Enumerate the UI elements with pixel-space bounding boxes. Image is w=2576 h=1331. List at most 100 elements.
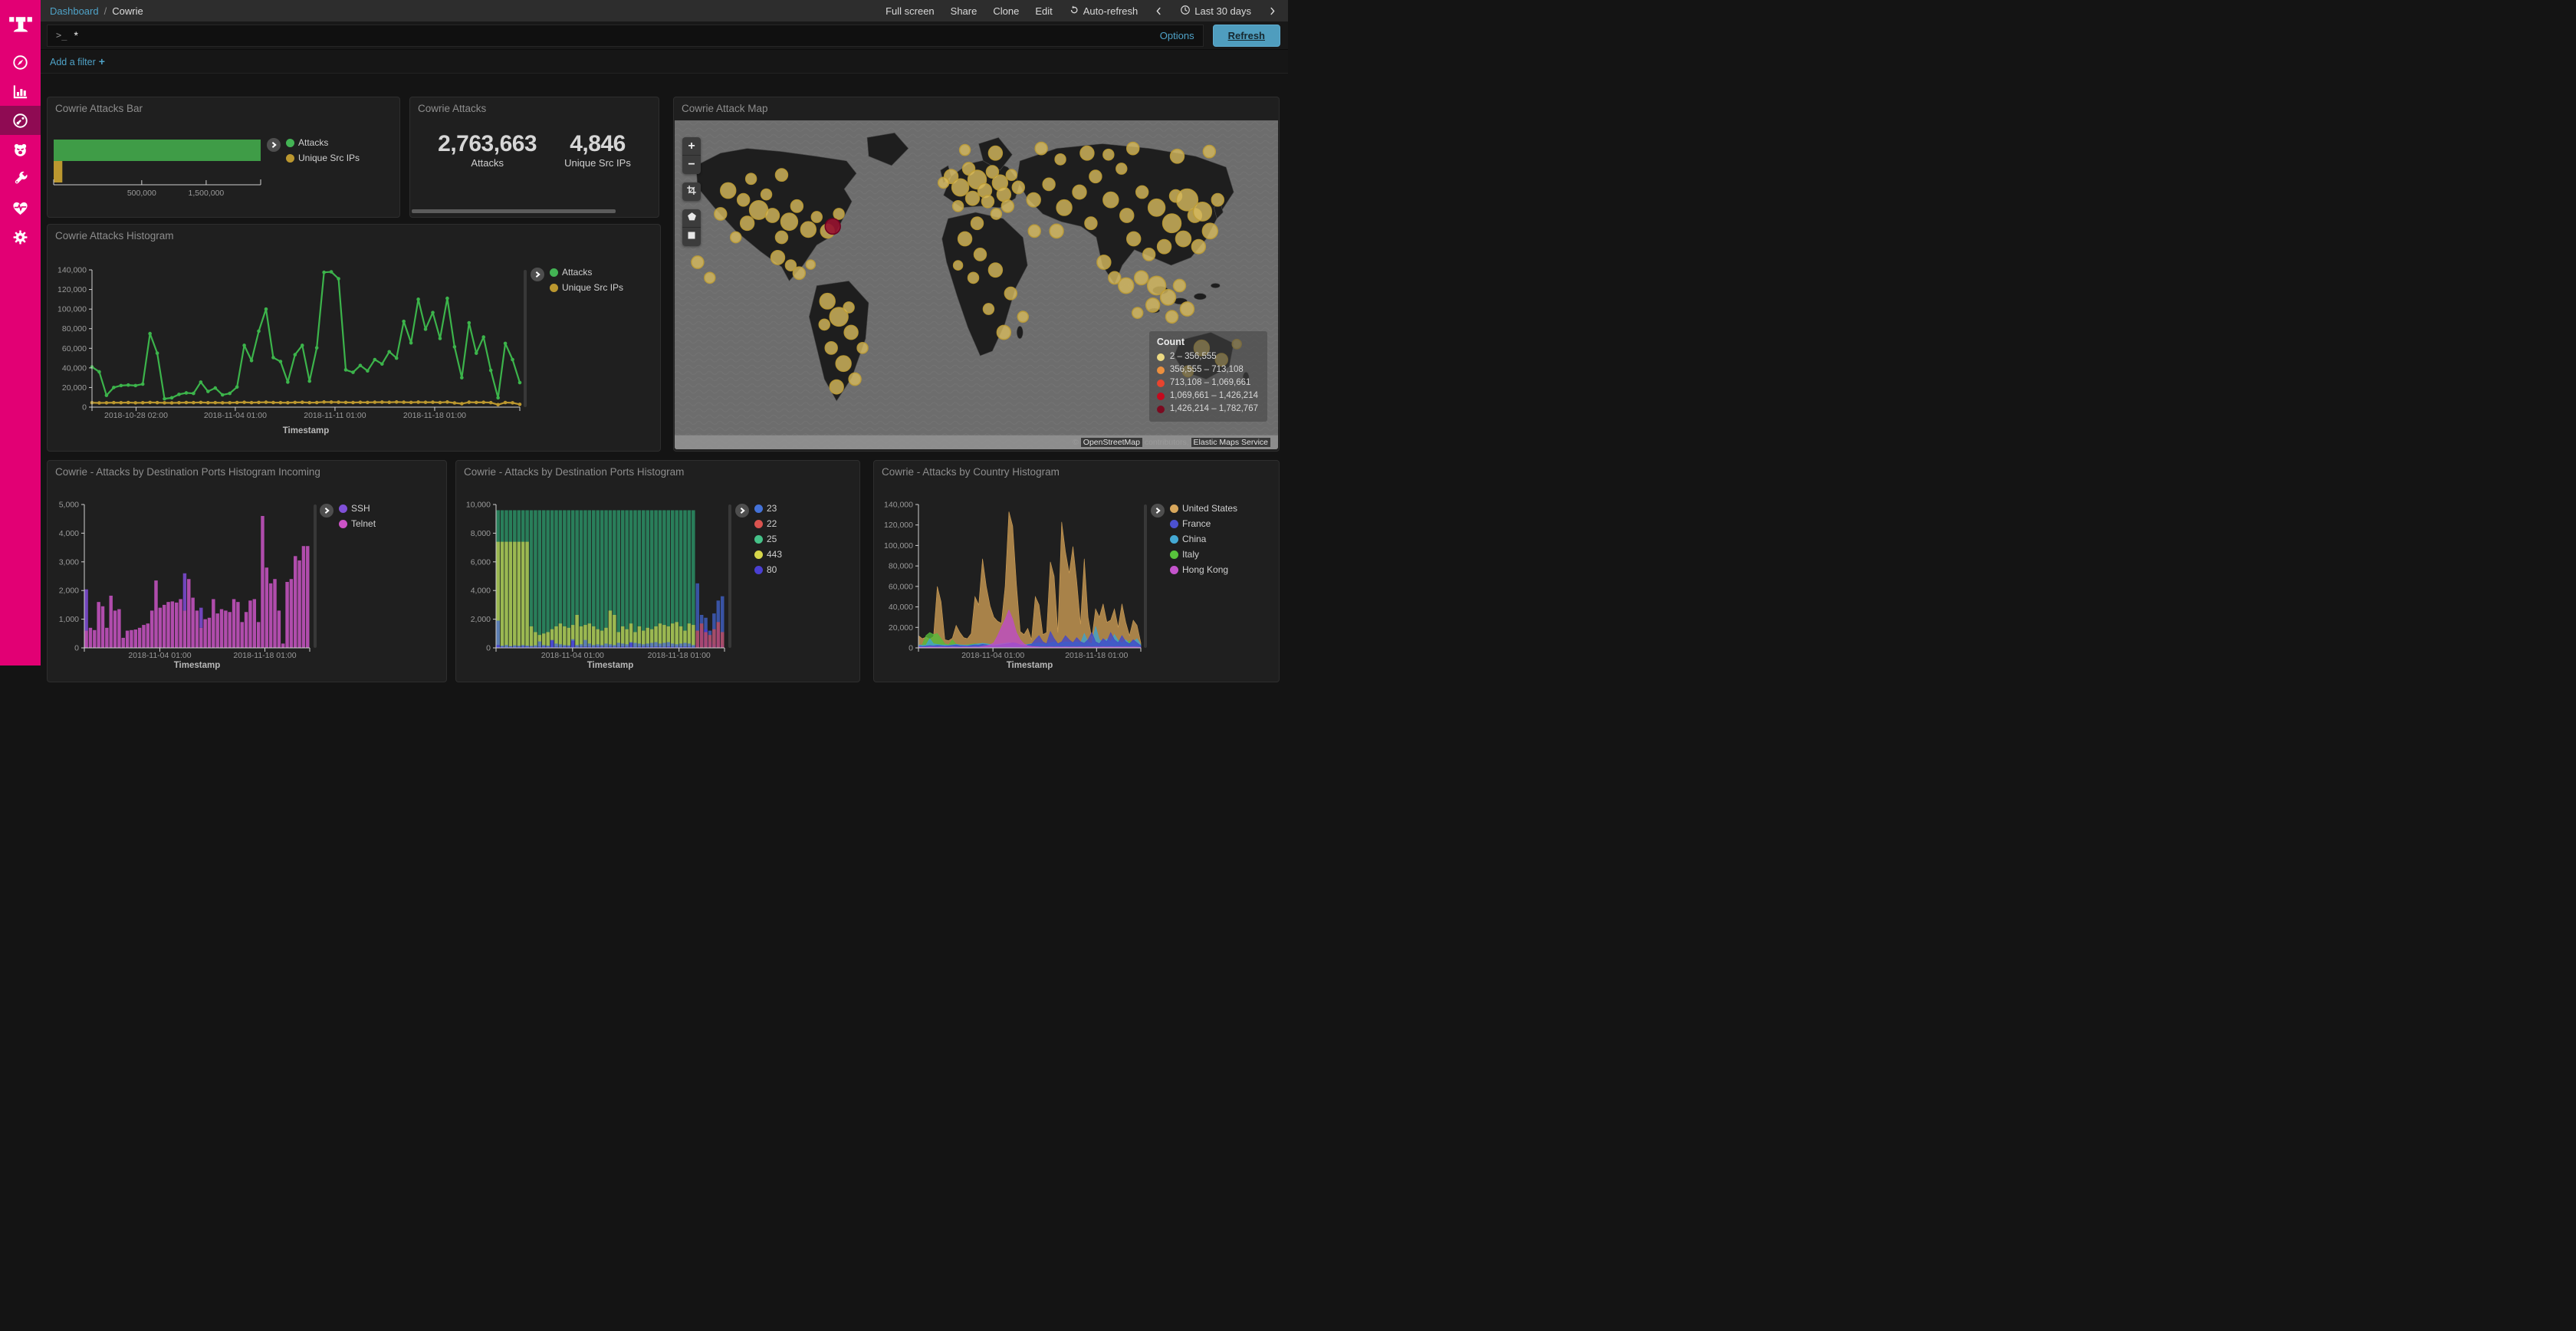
legend-item[interactable]: 443 — [754, 549, 782, 560]
breadcrumb-separator: / — [104, 5, 107, 17]
sidebar-item-dev-tools[interactable] — [0, 164, 41, 193]
world-map[interactable]: + − — [675, 120, 1278, 449]
sidebar-item-monitoring[interactable] — [0, 193, 41, 222]
map-attribution: © OpenStreetMap contributors, Elastic Ma… — [1073, 438, 1270, 447]
legend-dot-icon — [1156, 379, 1165, 387]
map-draw-polygon-button[interactable] — [682, 209, 701, 228]
legend-dot-icon — [286, 153, 294, 163]
legend-dot-icon — [754, 550, 763, 559]
svg-text:Timestamp: Timestamp — [587, 661, 634, 670]
svg-text:1,000: 1,000 — [59, 615, 79, 624]
legend-item[interactable]: Attacks — [286, 137, 360, 148]
legend-dot-icon — [1170, 534, 1178, 544]
autorefresh-button[interactable]: Auto-refresh — [1069, 5, 1138, 18]
horizontal-scrollbar[interactable] — [412, 209, 616, 213]
add-filter-link[interactable]: Add a filter + — [50, 55, 105, 67]
panel-country-histogram: Cowrie - Attacks by Country Histogram 0 2… — [873, 460, 1280, 682]
query-bar: >_ * Options Refresh — [41, 21, 1288, 50]
openstreetmap-link[interactable]: OpenStreetMap — [1080, 438, 1142, 447]
legend-toggle[interactable] — [735, 504, 749, 518]
svg-text:2018-11-04 01:00: 2018-11-04 01:00 — [128, 651, 191, 660]
legend-item[interactable]: China — [1170, 534, 1237, 544]
sidebar-item-management[interactable] — [0, 222, 41, 251]
legend-dot-icon — [754, 534, 763, 544]
share-button[interactable]: Share — [950, 5, 978, 17]
sidebar-item-visualize[interactable] — [0, 77, 41, 106]
legend-item[interactable]: Italy — [1170, 549, 1237, 560]
legend-item[interactable]: Hong Kong — [1170, 564, 1237, 575]
legend-label: Hong Kong — [1182, 564, 1229, 575]
plus-icon: + — [98, 55, 105, 67]
svg-text:6,000: 6,000 — [471, 557, 491, 567]
legend-toggle[interactable] — [267, 138, 281, 152]
query-prompt-icon: >_ — [56, 30, 67, 41]
sidebar-item-bear-plugin[interactable] — [0, 135, 41, 164]
map-legend-row: 356,555 – 713,108 — [1156, 363, 1258, 376]
chart-scrollbar[interactable] — [314, 504, 317, 648]
legend-item[interactable]: Unique Src IPs — [286, 153, 360, 163]
legend-dot-icon — [550, 268, 558, 277]
gauge-icon — [12, 112, 29, 130]
legend-toggle[interactable] — [531, 268, 544, 281]
svg-text:4,000: 4,000 — [471, 587, 491, 596]
map-legend-row: 713,108 – 1,069,661 — [1156, 376, 1258, 389]
legend-item[interactable]: France — [1170, 518, 1237, 529]
breadcrumb-dashboard-link[interactable]: Dashboard — [50, 5, 99, 17]
svg-text:0: 0 — [909, 644, 913, 653]
legend-label: Attacks — [562, 267, 593, 278]
legend-item[interactable]: United States — [1170, 503, 1237, 514]
options-link[interactable]: Options — [1159, 29, 1194, 41]
map-fit-bounds-button[interactable] — [682, 182, 701, 201]
legend-item[interactable]: SSH — [339, 503, 376, 514]
edit-button[interactable]: Edit — [1035, 5, 1053, 17]
refresh-button[interactable]: Refresh — [1212, 24, 1280, 47]
legend-toggle[interactable] — [320, 504, 334, 518]
map-count-legend: Count 2 – 356,555 356,555 – 713,108 713,10… — [1148, 331, 1267, 422]
fullscreen-button[interactable]: Full screen — [886, 5, 935, 17]
map-zoom-in-button[interactable]: + — [682, 137, 701, 156]
query-text: * — [74, 29, 78, 41]
legend-dot-icon — [1170, 519, 1178, 528]
metric-label: Attacks — [471, 157, 504, 169]
svg-text:80,000: 80,000 — [62, 324, 87, 334]
legend-item[interactable]: Attacks — [550, 267, 623, 278]
chart-scrollbar[interactable] — [728, 504, 731, 648]
clock-icon — [1180, 5, 1191, 18]
time-back-button[interactable] — [1154, 6, 1164, 16]
svg-text:60,000: 60,000 — [62, 344, 87, 353]
legend-dot-icon — [1156, 392, 1165, 400]
breadcrumb: Dashboard / Cowrie — [50, 5, 143, 17]
legend-item[interactable]: 25 — [754, 534, 782, 544]
clone-button[interactable]: Clone — [993, 5, 1020, 17]
sidebar-item-discover[interactable] — [0, 48, 41, 77]
search-input[interactable]: >_ * Options — [47, 24, 1204, 47]
svg-text:4,000: 4,000 — [59, 529, 79, 538]
chart-scrollbar[interactable] — [1144, 504, 1147, 648]
svg-text:140,000: 140,000 — [884, 501, 913, 510]
svg-text:2,000: 2,000 — [59, 587, 79, 596]
legend-item[interactable]: 23 — [754, 503, 782, 514]
chart-scrollbar[interactable] — [524, 270, 527, 407]
map-draw-rectangle-button[interactable] — [682, 228, 701, 246]
legend-item[interactable]: Telnet — [339, 518, 376, 529]
time-picker-button[interactable]: Last 30 days — [1180, 5, 1251, 18]
elastic-maps-service-link[interactable]: Elastic Maps Service — [1191, 438, 1270, 447]
legend-dot-icon — [339, 519, 347, 528]
breadcrumb-current: Cowrie — [112, 5, 143, 17]
sidebar-item-dashboard[interactable] — [0, 106, 41, 135]
dashboard-grid: Cowrie Attacks Bar 500,000 1,500,000 Atta… — [41, 74, 1288, 682]
panel-cowrie-attacks-histogram: Cowrie Attacks Histogram 0 20,000 40,000 60… — [47, 224, 661, 452]
svg-text:100,000: 100,000 — [884, 541, 913, 550]
metric-value: 4,846 — [570, 131, 626, 156]
svg-text:2018-11-18 01:00: 2018-11-18 01:00 — [403, 411, 466, 420]
legend-item[interactable]: 80 — [754, 564, 782, 575]
map-zoom-out-button[interactable]: − — [682, 156, 701, 174]
legend-dot-icon — [1170, 565, 1178, 574]
bear-icon — [12, 141, 29, 159]
legend-toggle[interactable] — [1151, 504, 1165, 518]
legend-item[interactable]: 22 — [754, 518, 782, 529]
legend-dot-icon — [550, 283, 558, 292]
svg-text:2018-11-18 01:00: 2018-11-18 01:00 — [233, 651, 296, 660]
legend-item[interactable]: Unique Src IPs — [550, 282, 623, 293]
time-forward-button[interactable] — [1267, 6, 1277, 16]
